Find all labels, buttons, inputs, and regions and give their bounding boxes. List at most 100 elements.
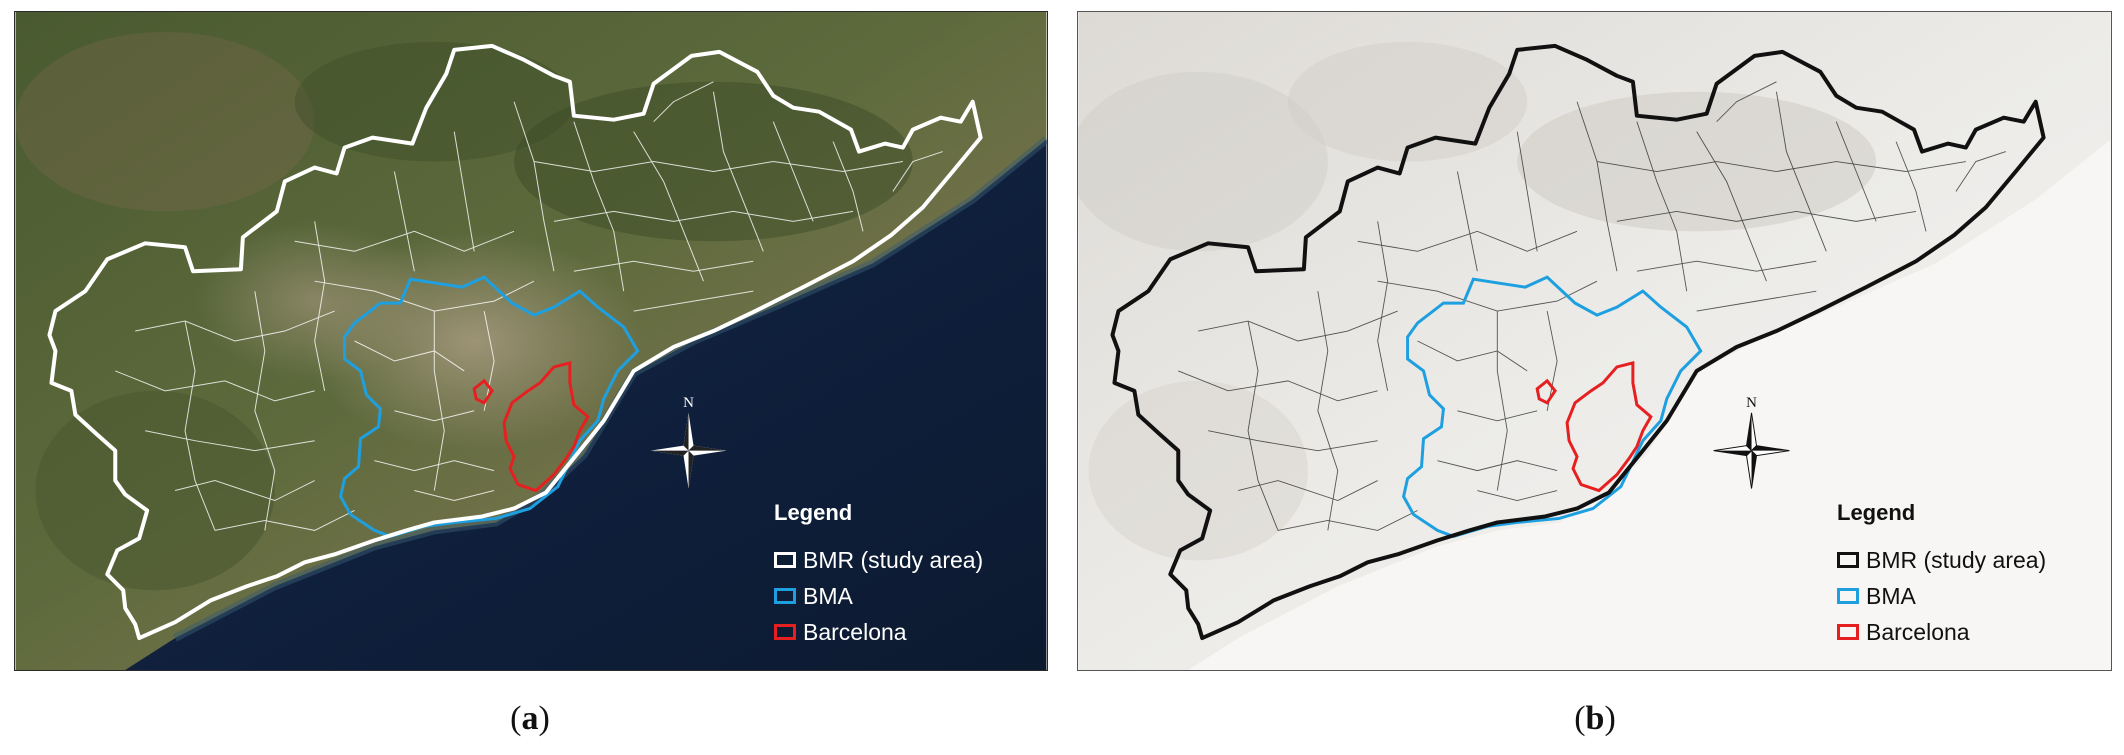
municipal-boundary-line [573,260,754,272]
legend-swatch-bma [1837,588,1859,604]
north-arrow: N [1713,395,1790,489]
municipal-boundary-line [174,480,315,502]
municipal-boundary-line [214,510,355,531]
caption-a: (a) [510,700,550,737]
shoreline-shallows [173,136,1047,642]
municipal-boundary-line [145,430,315,452]
municipal-boundary-line [1776,91,1827,252]
municipal-boundary-line [1496,311,1508,491]
sea-area [125,139,1047,670]
municipal-boundary-line [1516,131,1538,252]
municipal-boundary-line [1437,460,1558,472]
municipal-boundary-line [483,310,495,411]
legend-item-bma: BMA [774,578,983,614]
municipal-boundary-line [414,490,495,502]
municipal-boundary-line [354,340,465,372]
north-arrow-shade [683,412,689,451]
barcelona-boundary [1535,361,1653,493]
map-panel-b: N Legend BMR (study area) BMA Barcelona [1077,11,2112,671]
municipal-boundary-line [433,311,445,491]
sea-area [1188,139,2111,670]
caption-letter-a: a [521,700,539,737]
municipal-boundary-line [653,81,714,123]
municipal-boundary-line [1247,320,1279,531]
municipal-boundary-line [1317,291,1339,531]
municipal-boundaries [115,81,943,531]
bma-boundary [1401,275,1703,538]
municipal-boundary-line [1456,171,1478,272]
municipal-boundary-line [294,230,515,252]
legend-label-barcelona: Barcelona [1866,618,1970,645]
north-arrow-shade [1751,450,1757,489]
legend-b: Legend BMR (study area) BMA Barcelona [1837,500,2046,650]
bmr-boundary [47,43,983,641]
north-label: N [683,395,694,411]
municipal-boundary-line [1457,410,1538,422]
legend-label-bmr: BMR (study area) [1866,546,2047,573]
legend-label-barcelona: Barcelona [803,618,907,645]
municipal-boundaries [1178,81,2006,531]
municipal-boundary-line [184,320,216,531]
municipal-boundary-line [1616,210,1917,222]
north-arrow-shade [1713,450,1752,456]
relief-shade [1287,41,1528,162]
caption-letter-b: b [1585,700,1605,737]
legend-swatch-bmr [774,552,796,568]
legend-label-bmr: BMR (study area) [803,546,984,573]
municipal-boundary-line [573,121,625,292]
land-texture [15,31,315,212]
municipal-boundary-line [1357,230,1578,252]
map-a-svg: N [15,12,1047,670]
land-texture [294,41,574,162]
municipal-boundary-line [633,290,754,312]
municipal-boundary-line [712,91,764,252]
municipal-boundary-line [892,151,943,192]
municipal-boundary-line [772,121,814,222]
urban-area [195,221,435,381]
municipal-boundary-line [1955,151,2006,192]
municipal-boundary-line [1477,490,1558,501]
municipal-boundary-line [1895,141,1927,232]
legend-item-barcelona: Barcelona [774,614,983,650]
legend-title: Legend [774,500,853,525]
north-arrow-shade [688,450,694,489]
land-texture [35,390,275,591]
legend-swatch-barcelona [774,624,796,640]
municipal-boundary-line [314,221,326,391]
municipal-boundary-line [1835,121,1877,222]
barcelona-boundary [472,361,590,493]
north-arrow-shade [688,445,727,451]
municipal-boundary-line [374,460,495,472]
relief-shade [1517,91,1877,232]
municipal-boundary-line [1178,370,1378,402]
north-arrow-shade [1751,445,1790,451]
bmr-boundary [1110,43,2046,641]
municipal-boundary-line [1277,510,1418,531]
legend-item-bma: BMA [1837,578,2046,614]
municipal-boundary-line [1237,480,1378,501]
legend-label-bma: BMA [1866,582,1916,609]
municipal-boundary-line [453,131,475,252]
north-arrow-shade [650,450,689,456]
municipal-boundary-line [533,161,903,173]
municipal-boundary-line [394,410,475,422]
legend-item-bmr: BMR (study area) [1837,542,2046,578]
municipal-boundary-line [1636,121,1688,292]
municipal-boundary-line [393,171,415,272]
legend-swatch-bma [774,588,796,604]
legend-swatch-barcelona [1837,624,1859,640]
caption-b: (b) [1574,700,1616,737]
municipal-boundary-line [1417,340,1528,372]
municipal-boundary-line [1696,290,1817,312]
legend-a: Legend BMR (study area) BMA Barcelona [774,500,983,650]
legend-label-bma: BMA [803,582,853,609]
municipal-boundary-line [135,310,335,342]
bma-boundary [338,275,640,538]
north-arrow-shade [1746,412,1752,451]
municipal-boundary-line [1576,101,1618,272]
municipal-boundary-line [1716,81,1777,122]
municipal-boundary-line [553,210,854,222]
relief-shade [1088,380,1308,561]
municipal-boundary-line [1696,131,1767,282]
legend-item-bmr: BMR (study area) [774,542,983,578]
